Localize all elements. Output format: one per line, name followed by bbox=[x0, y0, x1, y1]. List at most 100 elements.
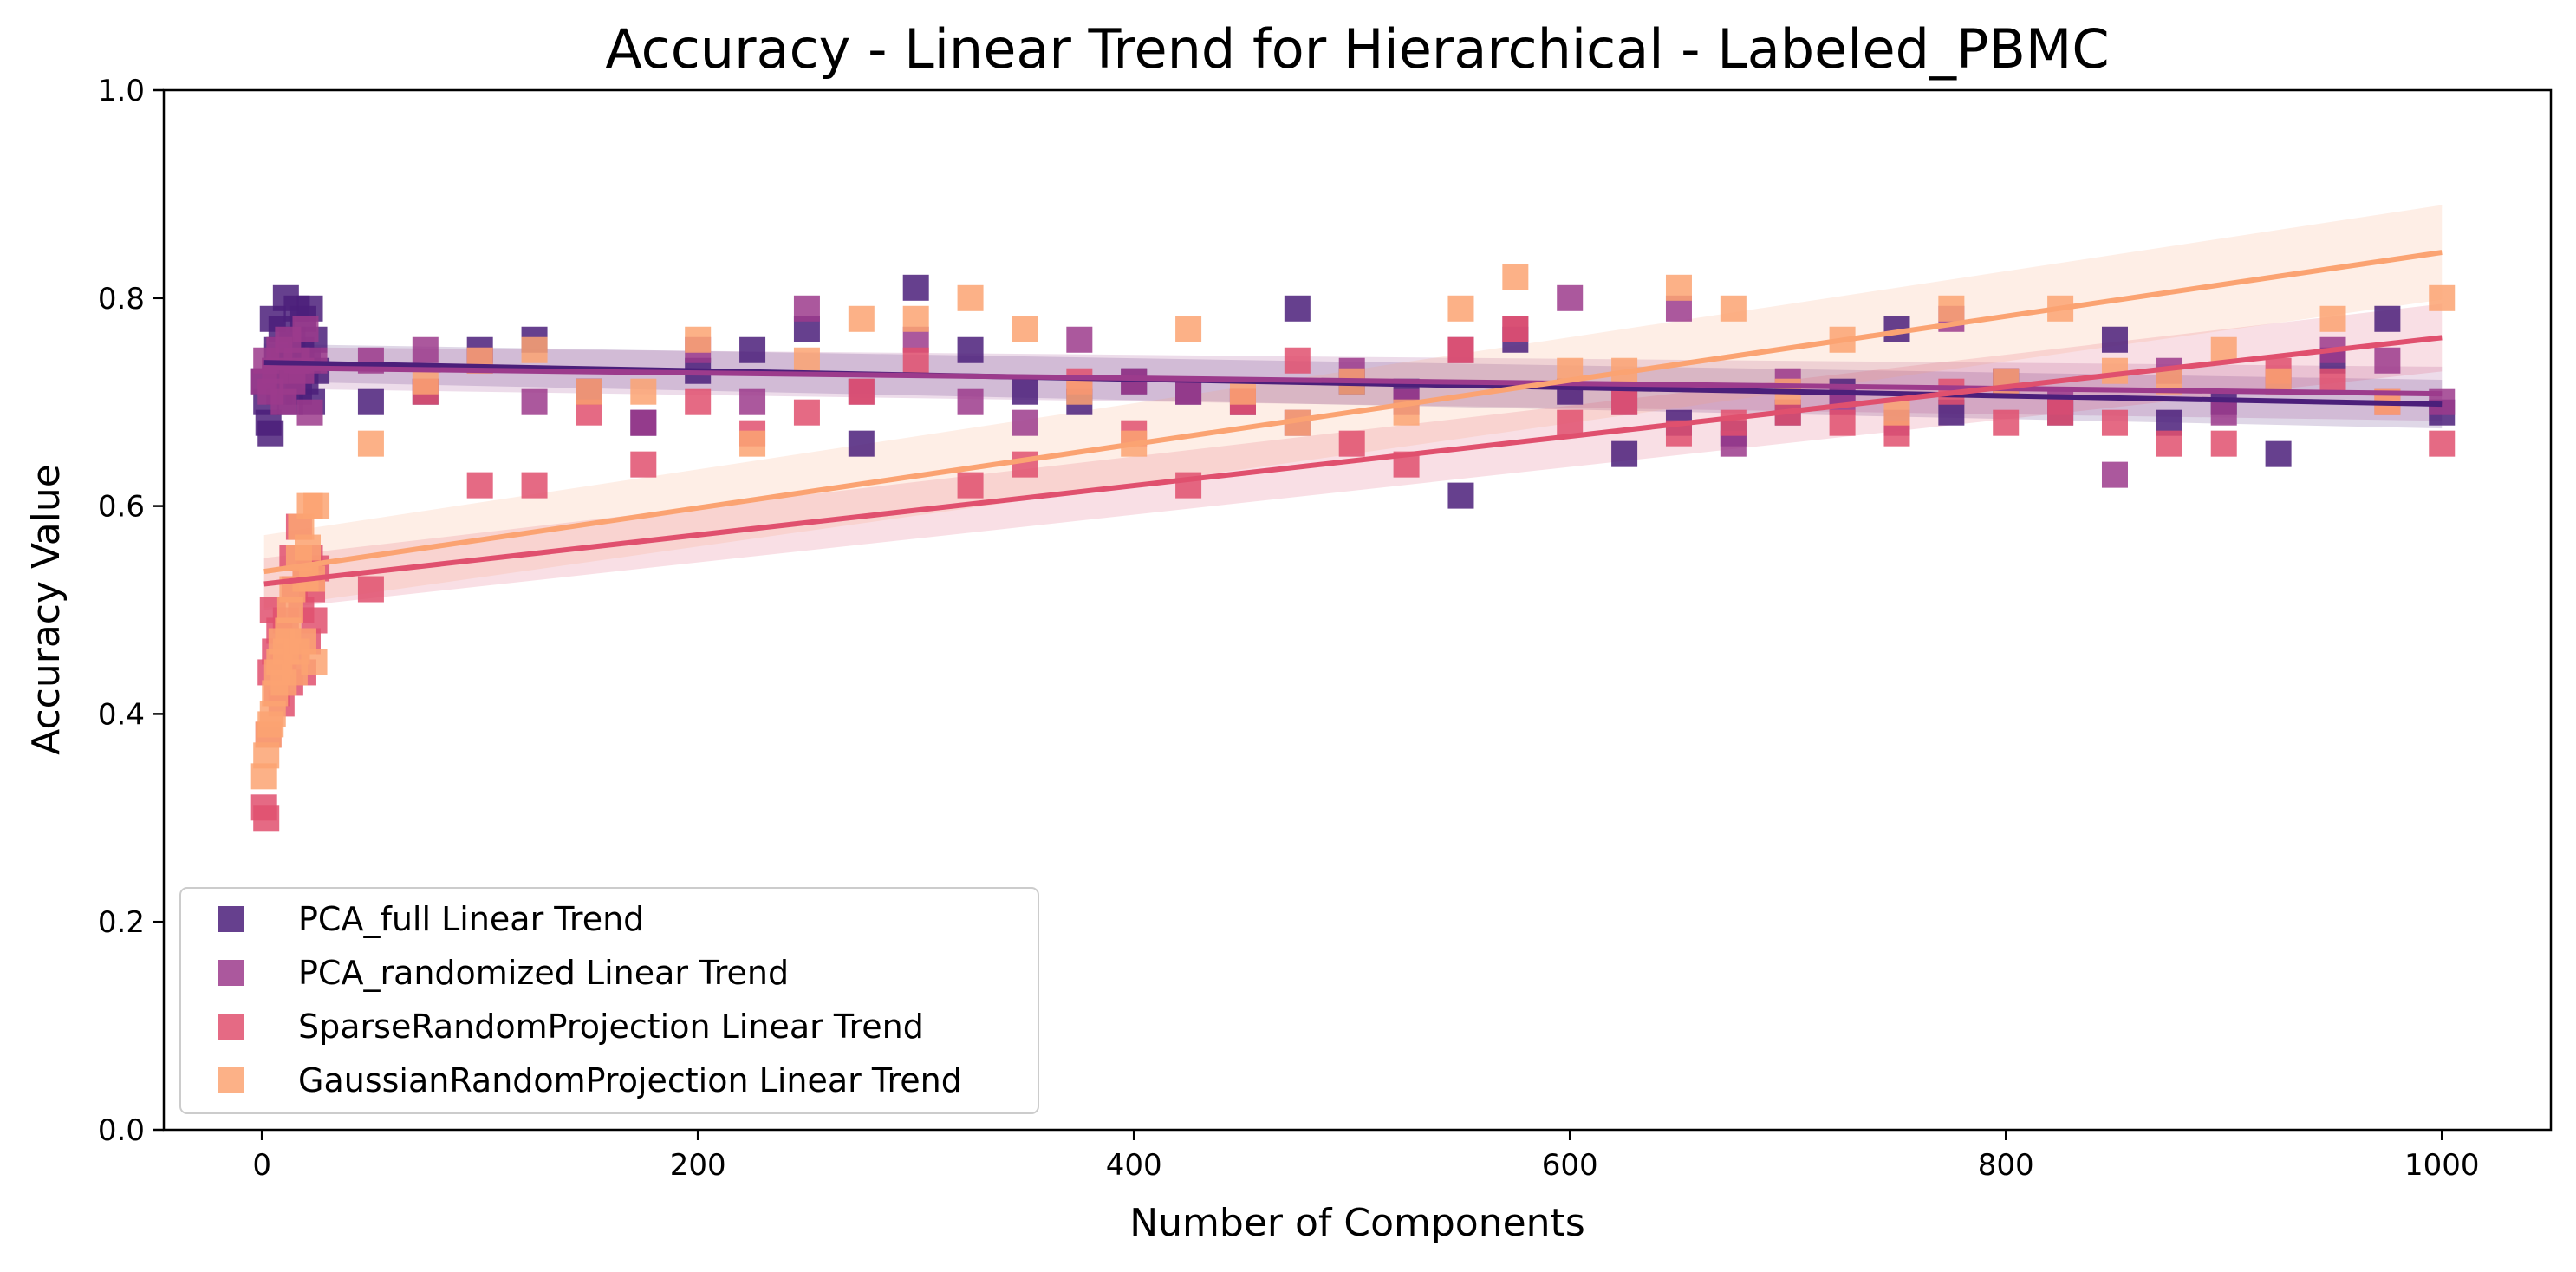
y-tick-label-4: 0.8 bbox=[98, 282, 145, 316]
data-point-s2-55 bbox=[1993, 409, 2020, 436]
data-point-s1-20 bbox=[739, 388, 766, 415]
data-point-s3-31 bbox=[685, 326, 712, 353]
data-point-s3-20 bbox=[294, 534, 321, 561]
data-point-s0-35 bbox=[902, 274, 929, 301]
data-point-s2-25 bbox=[357, 576, 384, 603]
data-point-s2-52 bbox=[1829, 409, 1856, 436]
trend-line-3 bbox=[263, 250, 2443, 575]
data-point-s3-37 bbox=[1012, 316, 1038, 342]
data-point-s1-26 bbox=[1066, 326, 1093, 353]
data-point-s3-54 bbox=[1938, 295, 1965, 322]
data-point-s1-21 bbox=[793, 295, 820, 322]
data-point-s0-36 bbox=[957, 336, 984, 363]
data-point-s1-47 bbox=[2210, 399, 2237, 426]
data-point-s2-50 bbox=[1720, 409, 1747, 436]
data-point-s3-38 bbox=[1066, 378, 1093, 405]
data-point-s2-63 bbox=[2429, 430, 2456, 457]
y-tick-label-2: 0.4 bbox=[98, 697, 145, 732]
legend-marker-2 bbox=[218, 1014, 244, 1040]
y-tick-label-1: 0.2 bbox=[98, 905, 145, 940]
data-point-s2-30 bbox=[630, 451, 657, 478]
data-point-s0-37 bbox=[1012, 378, 1038, 405]
data-point-s2-34 bbox=[848, 378, 875, 405]
data-point-s3-50 bbox=[1720, 295, 1747, 322]
y-tick-label-5: 1.0 bbox=[98, 74, 145, 108]
data-point-s1-25 bbox=[1012, 409, 1038, 436]
data-point-s2-59 bbox=[2210, 430, 2237, 457]
data-point-s2-57 bbox=[2101, 409, 2128, 436]
data-point-s2-45 bbox=[1447, 336, 1474, 363]
data-point-s1-45 bbox=[2101, 461, 2128, 488]
data-point-s2-47 bbox=[1557, 409, 1584, 436]
data-point-s1-50 bbox=[2374, 347, 2401, 374]
data-point-s2-27 bbox=[466, 472, 493, 499]
data-point-s3-25 bbox=[357, 430, 384, 457]
trend-lines bbox=[263, 250, 2443, 587]
data-point-s3-32 bbox=[739, 430, 766, 457]
chart-title: Accuracy - Linear Trend for Hierarchical… bbox=[605, 17, 2109, 81]
data-point-s1-10 bbox=[292, 316, 319, 342]
data-point-s3-63 bbox=[2429, 284, 2456, 311]
data-point-s3-33 bbox=[793, 347, 820, 374]
trend-line-1 bbox=[263, 365, 2443, 397]
data-point-s3-29 bbox=[576, 378, 602, 405]
data-point-s1-24 bbox=[957, 388, 984, 415]
confidence-band-3 bbox=[263, 205, 2443, 609]
x-tick-label-0: 0 bbox=[252, 1148, 271, 1183]
data-point-s3-46 bbox=[1502, 264, 1529, 290]
data-point-s3-28 bbox=[521, 336, 548, 363]
data-point-s0-32 bbox=[739, 336, 766, 363]
data-point-s2-56 bbox=[2047, 399, 2074, 426]
confidence-band-2 bbox=[263, 303, 2443, 610]
data-point-s3-26 bbox=[412, 368, 439, 395]
data-point-s3-35 bbox=[902, 305, 929, 332]
data-point-s0-57 bbox=[2101, 326, 2128, 353]
data-point-s3-36 bbox=[957, 284, 984, 311]
x-tick-label-2: 400 bbox=[1106, 1148, 1162, 1183]
legend: PCA_full Linear Trend PCA_randomized Line… bbox=[179, 887, 1039, 1114]
data-point-s2-46 bbox=[1502, 316, 1529, 342]
x-tick-label-1: 200 bbox=[670, 1148, 726, 1183]
data-point-s2-43 bbox=[1338, 430, 1365, 457]
data-point-s3-30 bbox=[630, 378, 657, 405]
legend-label-2: SparseRandomProjection Linear Trend bbox=[298, 1008, 924, 1046]
data-point-s0-3 bbox=[257, 420, 284, 447]
data-point-s1-16 bbox=[521, 388, 548, 415]
y-axis-label: Accuracy Value bbox=[24, 464, 68, 755]
data-point-s0-42 bbox=[1284, 295, 1311, 322]
data-point-s2-1 bbox=[253, 805, 280, 832]
legend-marker-1 bbox=[218, 960, 244, 986]
x-tick-label-5: 1000 bbox=[2404, 1148, 2480, 1183]
legend-frame bbox=[179, 887, 1039, 1114]
y-tick-label-3: 0.6 bbox=[98, 490, 145, 525]
data-point-s3-61 bbox=[2319, 305, 2346, 332]
data-point-s0-45 bbox=[1447, 482, 1474, 509]
data-point-s1-18 bbox=[630, 409, 657, 436]
trend-line-2 bbox=[263, 335, 2443, 587]
data-point-s3-23 bbox=[301, 649, 328, 675]
data-point-s2-36 bbox=[957, 472, 984, 499]
data-point-s3-53 bbox=[1883, 399, 1910, 426]
data-point-s0-34 bbox=[848, 430, 875, 457]
y-axis-ticks: 0.0 0.2 0.4 0.6 0.8 1.0 bbox=[98, 74, 164, 1148]
data-point-s0-25 bbox=[357, 388, 384, 415]
data-point-s2-37 bbox=[1012, 451, 1038, 478]
legend-label-1: PCA_randomized Linear Trend bbox=[298, 954, 789, 992]
data-point-s3-34 bbox=[848, 305, 875, 332]
data-point-s3-24 bbox=[303, 492, 330, 519]
data-point-s3-57 bbox=[2101, 357, 2128, 384]
data-point-s2-35 bbox=[902, 347, 929, 374]
data-point-s0-60 bbox=[2265, 440, 2292, 467]
data-point-s3-40 bbox=[1175, 316, 1202, 342]
data-point-s1-11 bbox=[296, 399, 323, 426]
data-point-s1-28 bbox=[1175, 378, 1202, 405]
data-point-s3-49 bbox=[1665, 274, 1692, 301]
data-point-s1-35 bbox=[1557, 284, 1584, 311]
legend-marker-3 bbox=[218, 1067, 244, 1093]
x-axis-label: Number of Components bbox=[1129, 1201, 1585, 1245]
data-point-s0-62 bbox=[2374, 305, 2401, 332]
data-point-s2-33 bbox=[793, 399, 820, 426]
plot-frame bbox=[162, 88, 2553, 1132]
data-point-s1-14 bbox=[412, 336, 439, 363]
